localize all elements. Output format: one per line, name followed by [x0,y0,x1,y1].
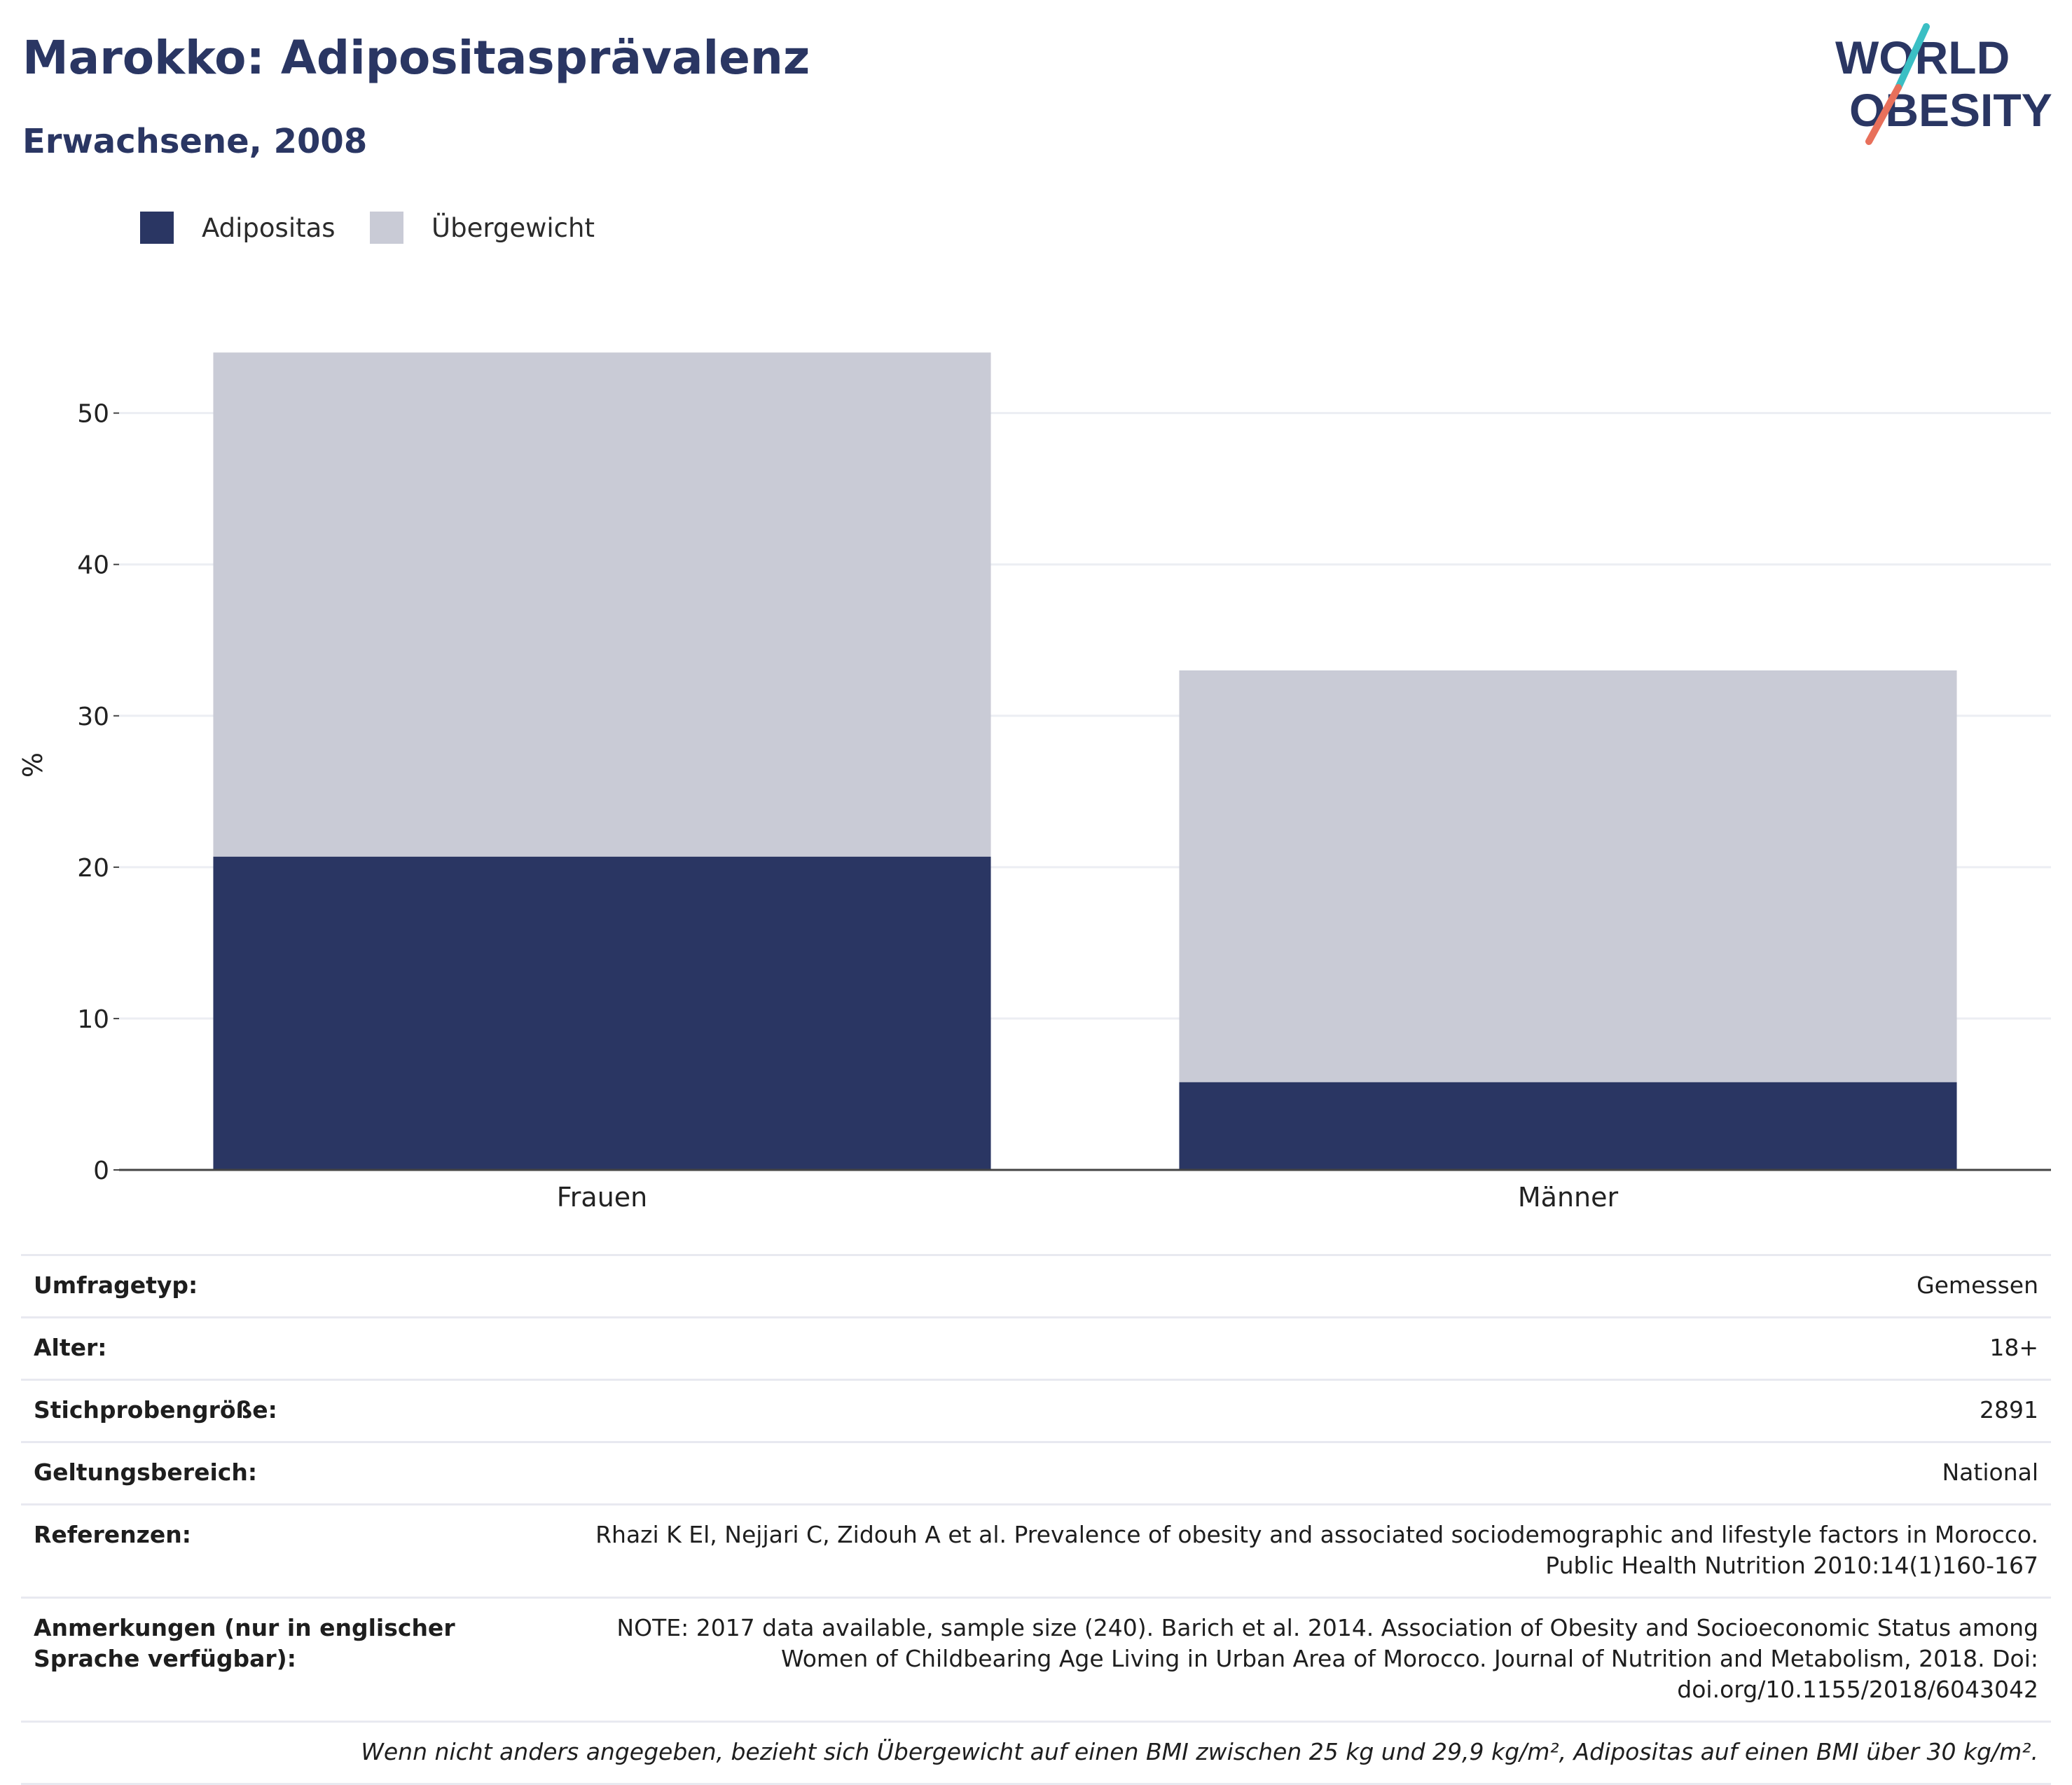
legend-item-adipositas[interactable]: Adipositas [140,210,336,245]
info-value: Gemessen [1916,1271,2038,1299]
bars [213,352,1957,1170]
y-tick-label: 30 [77,703,109,731]
bar-uebergewicht-1[interactable] [1179,670,1957,1082]
info-row-notes: Anmerkungen (nur in englischer Sprache v… [21,1597,2051,1721]
info-table: Umfragetyp: Gemessen Alter: 18+ Stichpro… [21,1254,2051,1785]
legend-item-uebergewicht[interactable]: Übergewicht [370,210,595,245]
y-axis-label: % [18,752,48,778]
logo-slash-top [1895,23,1930,91]
info-label: Alter: [34,1334,107,1361]
info-footnote: Wenn nicht anders angegeben, bezieht sic… [21,1721,2051,1783]
info-row-survey-type: Umfragetyp: Gemessen [21,1254,2051,1316]
legend-swatch-adipositas [140,212,174,244]
info-label: Stichprobengröße: [34,1396,277,1424]
bar-uebergewicht-0[interactable] [213,352,991,857]
bar-adipositas-0[interactable] [213,856,991,1170]
y-tick-label: 10 [77,1005,109,1034]
axes: 0 10 20 30 40 50 Frauen Männer [77,400,2051,1213]
x-tick-label: Männer [1518,1182,1619,1213]
legend-label-uebergewicht: Übergewicht [431,212,595,243]
info-label: Anmerkungen (nur in englischer Sprache v… [34,1614,455,1672]
info-row-age: Alter: 18+ [21,1316,2051,1379]
page-subtitle: Erwachsene, 2008 [22,122,368,161]
info-row-references: Referenzen: Rhazi K El, Nejjari C, Zidou… [21,1503,2051,1597]
info-row-scope: Geltungsbereich: National [21,1441,2051,1503]
info-label: Geltungsbereich: [34,1459,258,1486]
legend-swatch-uebergewicht [370,212,403,244]
info-value: NOTE: 2017 data available, sample size (… [616,1614,2038,1703]
info-row-sample-size: Stichprobengröße: 2891 [21,1379,2051,1441]
y-tick-label: 50 [77,400,109,429]
world-obesity-logo: WORLD OBESITY [1835,23,2052,145]
y-tick-label: 40 [77,551,109,580]
info-label: Referenzen: [34,1521,191,1548]
stacked-bar-chart: 0 10 20 30 40 50 Frauen Männer % [18,352,2051,1213]
y-tick-label: 0 [93,1157,109,1185]
footnote-text: Wenn nicht anders angegeben, bezieht sic… [361,1738,2038,1765]
bar-adipositas-1[interactable] [1179,1082,1957,1170]
logo-slash-bottom [1865,84,1902,145]
page-title: Marokko: Adipositasprävalenz [22,31,810,85]
x-tick-label: Frauen [557,1182,648,1213]
info-label: Umfragetyp: [34,1271,198,1299]
info-value: 18+ [1989,1334,2038,1361]
y-tick-label: 20 [77,854,109,883]
info-value: Rhazi K El, Nejjari C, Zidouh A et al. P… [595,1521,2038,1579]
info-value: National [1942,1459,2038,1486]
legend-label-adipositas: Adipositas [202,212,336,243]
info-value: 2891 [1980,1396,2038,1424]
